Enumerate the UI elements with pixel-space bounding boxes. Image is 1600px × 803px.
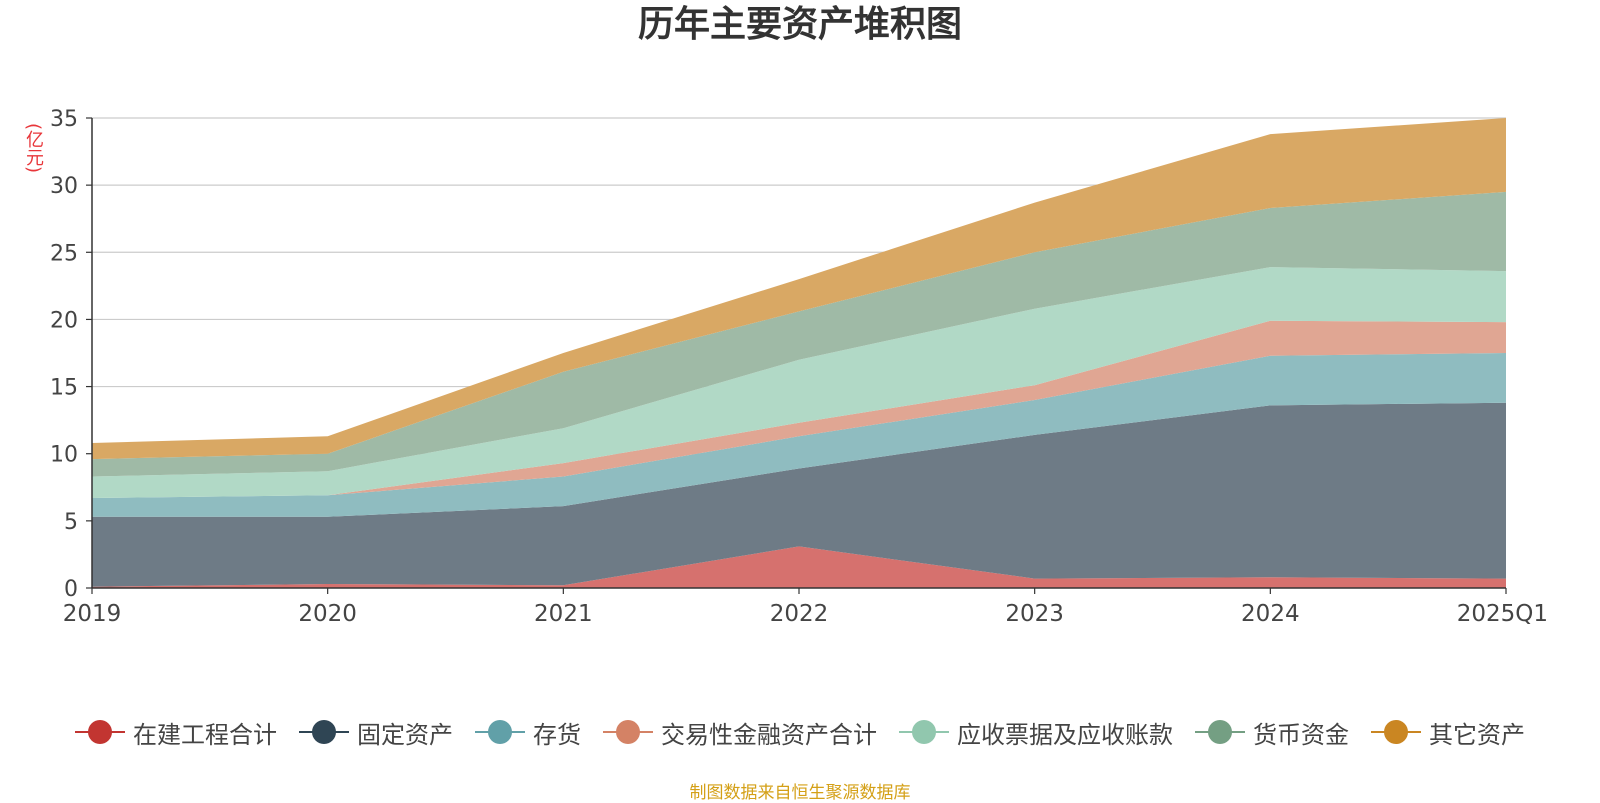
legend-label: 应收票据及应收账款 xyxy=(957,720,1173,749)
x-tick-label: 2021 xyxy=(534,601,593,627)
legend-dot xyxy=(1384,720,1408,744)
legend-dot xyxy=(88,720,112,744)
legend-label: 在建工程合计 xyxy=(133,720,277,749)
y-tick-label: 35 xyxy=(50,107,78,132)
y-tick-label: 15 xyxy=(50,376,78,401)
legend: 在建工程合计 固定资产 存货 交易性金融资产合计 应收票据及应收账款 货币资金 其它资产 xyxy=(0,712,1600,752)
x-tick-label: 2020 xyxy=(298,601,357,627)
legend-swatch-icon xyxy=(603,720,653,744)
area-series-7 xyxy=(92,118,1506,460)
legend-item[interactable]: 固定资产 xyxy=(299,715,453,750)
x-tick-label: 2019 xyxy=(63,601,122,627)
y-tick-label: 30 xyxy=(50,174,78,199)
area-series-5 xyxy=(92,267,1506,498)
legend-label: 固定资产 xyxy=(357,720,453,749)
x-tick-label: 2023 xyxy=(1005,601,1064,627)
legend-dot xyxy=(616,720,640,744)
chart-title: 历年主要资产堆积图 xyxy=(637,4,962,45)
legend-dot xyxy=(1208,720,1232,744)
y-tick-label: 0 xyxy=(64,577,78,602)
legend-item[interactable]: 货币资金 xyxy=(1195,715,1349,750)
axes: 0 5 10 15 20 25 30 35 2019 2020 2021 2022 2023 2024 20… xyxy=(50,107,1548,627)
legend-label: 交易性金融资产合计 xyxy=(661,720,877,749)
x-tick-label: 2022 xyxy=(770,601,829,627)
legend-swatch-icon xyxy=(1195,720,1245,744)
area-series-1 xyxy=(92,546,1506,588)
y-tick-label: 5 xyxy=(64,510,78,535)
legend-label: 货币资金 xyxy=(1253,720,1349,749)
area-series-layer xyxy=(92,118,1506,588)
y-axis-unit-label: (亿元) xyxy=(23,122,44,174)
area-series-3 xyxy=(92,353,1506,517)
legend-dot xyxy=(312,720,336,744)
legend-swatch-icon xyxy=(75,720,125,744)
x-tick-label: 2025Q1 xyxy=(1457,601,1548,627)
stacked-area-chart: 0 5 10 15 20 25 30 35 2019 2020 2021 2022 2023 2024 20… xyxy=(50,107,1548,627)
legend-swatch-icon xyxy=(899,720,949,744)
area-series-4 xyxy=(92,320,1506,498)
legend-swatch-icon xyxy=(299,720,349,744)
legend-swatch-icon xyxy=(1371,720,1421,744)
legend-item[interactable]: 存货 xyxy=(475,715,581,750)
y-tick-label: 10 xyxy=(50,443,78,468)
y-tick-label: 20 xyxy=(50,308,78,333)
legend-label: 存货 xyxy=(533,720,581,749)
y-tick-label: 25 xyxy=(50,241,78,266)
legend-label: 其它资产 xyxy=(1429,720,1525,749)
legend-item[interactable]: 在建工程合计 xyxy=(75,715,277,750)
legend-item[interactable]: 交易性金融资产合计 xyxy=(603,715,877,750)
area-series-2 xyxy=(92,402,1506,587)
legend-swatch-icon xyxy=(475,720,525,744)
legend-item[interactable]: 其它资产 xyxy=(1371,715,1525,750)
area-series-6 xyxy=(92,191,1506,477)
data-source-note: 制图数据来自恒生聚源数据库 xyxy=(689,783,911,803)
legend-dot xyxy=(488,720,512,744)
legend-dot xyxy=(912,720,936,744)
x-tick-label: 2024 xyxy=(1241,601,1300,627)
legend-item[interactable]: 应收票据及应收账款 xyxy=(899,715,1173,750)
